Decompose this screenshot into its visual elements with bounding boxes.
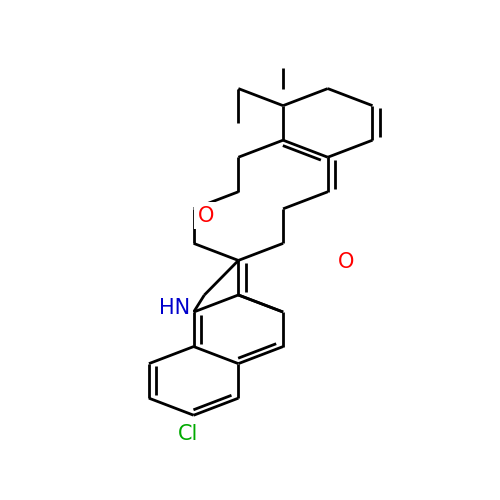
Text: O: O — [198, 206, 214, 226]
Text: HN: HN — [159, 298, 190, 318]
Text: Cl: Cl — [178, 424, 198, 444]
Text: O: O — [338, 252, 354, 272]
